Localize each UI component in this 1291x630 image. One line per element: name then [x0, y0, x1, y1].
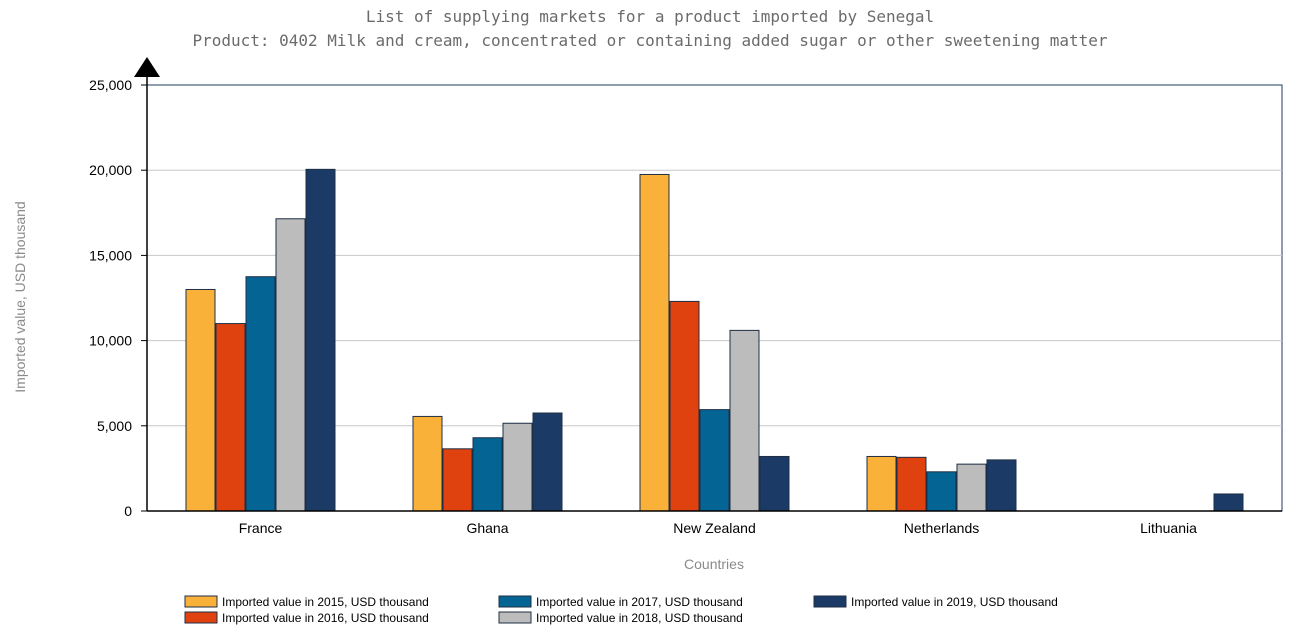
bar: [215, 323, 246, 512]
legend-swatch: [498, 595, 532, 608]
y-axis-arrow: [134, 57, 160, 77]
legend: Imported value in 2015, USD thousand Impo…: [184, 595, 1058, 625]
x-tick-label: New Zealand: [673, 520, 756, 536]
bar: [639, 173, 670, 512]
axes: [134, 57, 1282, 512]
y-tick-label: 0: [124, 503, 132, 519]
x-tick-label: France: [239, 520, 283, 536]
bar: [305, 168, 336, 512]
legend-swatch: [498, 611, 532, 624]
legend-label: Imported value in 2017, USD thousand: [536, 595, 743, 609]
y-tick-label: 20,000: [89, 162, 132, 178]
y-tick-label: 25,000: [89, 77, 132, 93]
legend-swatch: [184, 595, 218, 608]
legend-label: Imported value in 2019, USD thousand: [851, 595, 1058, 609]
bar: [275, 218, 306, 512]
bar: [759, 455, 790, 512]
chart-subtitle: Product: 0402 Milk and cream, concentrat…: [192, 31, 1107, 50]
bar: [185, 288, 216, 512]
y-ticks: 0 5,000 10,000 15,000 20,000 25,000: [89, 77, 147, 519]
legend-swatch: [813, 595, 847, 608]
legend-swatch: [184, 611, 218, 624]
legend-label: Imported value in 2016, USD thousand: [222, 611, 429, 625]
y-tick-label: 10,000: [89, 333, 132, 349]
bar: [729, 329, 760, 512]
bar: [1213, 493, 1244, 512]
legend-label: Imported value in 2015, USD thousand: [222, 595, 429, 609]
bar: [532, 412, 563, 512]
y-tick-label: 5,000: [97, 418, 132, 434]
bar: [986, 459, 1017, 512]
chart-title: List of supplying markets for a product …: [366, 7, 934, 26]
bar: [866, 455, 897, 512]
x-ticks: France Ghana New Zealand Netherlands Lithuan…: [239, 520, 1197, 536]
bar: [926, 471, 957, 512]
y-axis-label: Imported value, USD thousand: [12, 201, 28, 392]
x-tick-label: Ghana: [466, 520, 508, 536]
bar: [956, 463, 987, 512]
bar: [896, 456, 927, 512]
bar: [472, 437, 503, 512]
bar: [699, 409, 730, 512]
legend-label: Imported value in 2018, USD thousand: [536, 611, 743, 625]
bar: [442, 448, 473, 512]
y-tick-label: 15,000: [89, 247, 132, 263]
bar: [502, 422, 533, 512]
x-tick-label: Netherlands: [904, 520, 980, 536]
x-axis-label: Countries: [684, 556, 744, 572]
bar: [669, 300, 700, 512]
bar: [412, 415, 443, 512]
bar: [245, 276, 276, 512]
x-tick-label: Lithuania: [1140, 520, 1197, 536]
